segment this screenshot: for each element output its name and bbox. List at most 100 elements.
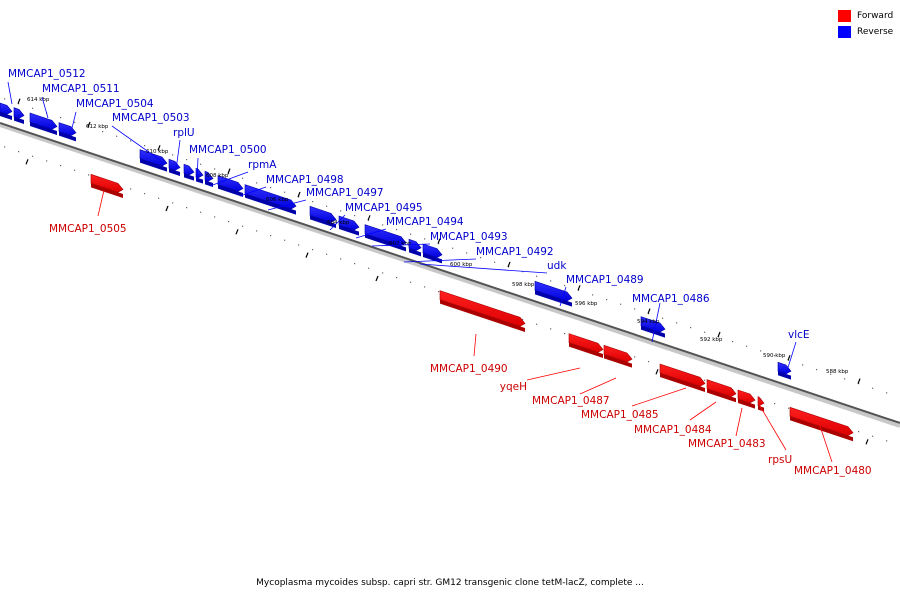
reverse-gene-block-side	[535, 290, 572, 307]
upper-track-dots	[214, 168, 216, 170]
lower-track-dots	[368, 267, 370, 269]
upper-tick	[717, 331, 721, 338]
upper-track-dots	[746, 345, 748, 347]
upper-tick	[437, 238, 441, 244]
forward-gene-block-face	[439, 290, 526, 327]
backbone-shadow	[0, 123, 900, 428]
reverse-gene-label: MMCAP1_0511	[42, 83, 120, 95]
forward-gene-label: MMCAP1_0505	[49, 223, 127, 235]
upper-track-dots	[130, 140, 132, 142]
lower-tick	[655, 369, 659, 375]
reverse-gene-block	[364, 224, 407, 252]
reverse-leader	[355, 228, 387, 239]
upper-tick	[857, 378, 861, 384]
reverse-leader	[651, 302, 661, 343]
forward-gene-block-side	[790, 416, 853, 442]
forward-gene-block-side	[569, 342, 603, 358]
lower-track-dots	[522, 318, 524, 321]
upper-track-dots	[284, 191, 286, 193]
forward-gene-block-face	[568, 333, 604, 353]
lower-track-dots	[60, 164, 62, 167]
lower-track-dots	[564, 332, 566, 335]
lower-tick	[865, 439, 869, 445]
lower-track-dots	[88, 174, 90, 176]
upper-track-dots	[116, 135, 118, 137]
upper-track-dots	[676, 322, 678, 324]
forward-gene-label: yqeH	[500, 381, 527, 393]
upper-track-dots	[844, 378, 846, 380]
tick-label: 588 kbp	[826, 369, 849, 375]
forward-gene-label: MMCAP1_0490	[430, 363, 508, 375]
reverse-gene-block-face	[0, 102, 13, 115]
reverse-gene-label: rpmA	[248, 159, 277, 171]
lower-track-dots	[788, 407, 790, 409]
upper-track-dots	[662, 317, 664, 319]
lower-track-dots	[774, 402, 776, 405]
upper-track-dots	[382, 224, 384, 226]
upper-track-dots	[802, 364, 804, 366]
tick-label: 592 kbp	[700, 337, 723, 343]
reverse-gene-block-face	[338, 215, 360, 231]
upper-tick	[157, 145, 161, 151]
lower-track-dots	[32, 155, 34, 157]
upper-tick	[787, 355, 791, 361]
upper-tick	[297, 191, 301, 198]
upper-track-dots	[424, 238, 426, 240]
reverse-gene-block	[139, 149, 168, 172]
reverse-gene-block-face	[777, 361, 792, 375]
reverse-gene-label: MMCAP1_0492	[476, 246, 554, 258]
reverse-gene-block-face	[183, 163, 195, 176]
lower-track-dots	[186, 206, 188, 209]
reverse-gene-block-side	[409, 248, 421, 257]
upper-track-dots	[60, 116, 62, 119]
forward-leader	[759, 405, 787, 451]
lower-track-dots	[872, 435, 874, 437]
lower-track-dots	[270, 234, 272, 237]
reverse-gene-label: MMCAP1_0503	[112, 112, 190, 124]
upper-track-dots	[32, 107, 34, 109]
upper-track-dots	[340, 210, 342, 212]
tick-label: 600 kbp	[450, 262, 473, 268]
forward-gene-block-side	[91, 183, 123, 198]
upper-track-dots	[466, 252, 468, 254]
upper-track-dots	[144, 144, 146, 147]
reverse-gene-label: MMCAP1_0486	[632, 293, 710, 305]
reverse-leader	[175, 139, 181, 171]
upper-track-dots	[830, 373, 832, 375]
reverse-gene-block-face	[204, 170, 214, 182]
forward-gene-block	[789, 406, 854, 442]
reverse-gene-block	[777, 361, 792, 380]
forward-gene-label: MMCAP1_0487	[532, 395, 610, 407]
forward-gene-block-face	[737, 389, 756, 404]
forward-gene-block	[706, 379, 737, 403]
forward-gene-block-side	[707, 388, 736, 403]
tick-label: 598 kbp	[512, 282, 535, 288]
lower-track-dots	[438, 290, 440, 293]
reverse-gene-block-side	[59, 131, 76, 142]
reverse-gene-block	[29, 112, 58, 135]
reverse-gene-block-side	[218, 184, 243, 197]
reverse-gene-block-face	[309, 205, 337, 223]
backbone-line	[0, 122, 900, 424]
lower-track-dots	[382, 272, 384, 274]
forward-gene-block	[659, 363, 706, 392]
upper-tick	[367, 215, 371, 221]
reverse-gene-block	[309, 205, 337, 228]
reverse-gene-block-side	[205, 180, 213, 187]
reverse-gene-block-face	[58, 122, 77, 136]
reverse-leader	[419, 263, 548, 274]
forward-gene-block	[568, 333, 604, 358]
lower-tick	[235, 229, 239, 235]
lower-track-dots	[284, 239, 286, 241]
reverse-leader	[329, 214, 346, 231]
forward-gene-block-face	[90, 173, 124, 193]
forward-gene-block	[737, 389, 756, 409]
tick-label: 602 kbp	[389, 241, 412, 247]
reverse-gene-block-face	[640, 316, 666, 333]
upper-track-dots	[760, 350, 762, 352]
lower-track-dots	[158, 197, 160, 199]
forward-gene-block-face	[603, 344, 633, 363]
upper-track-dots	[242, 177, 244, 179]
upper-track-dots	[4, 98, 6, 100]
tick-label: 614 kbp	[27, 97, 50, 103]
